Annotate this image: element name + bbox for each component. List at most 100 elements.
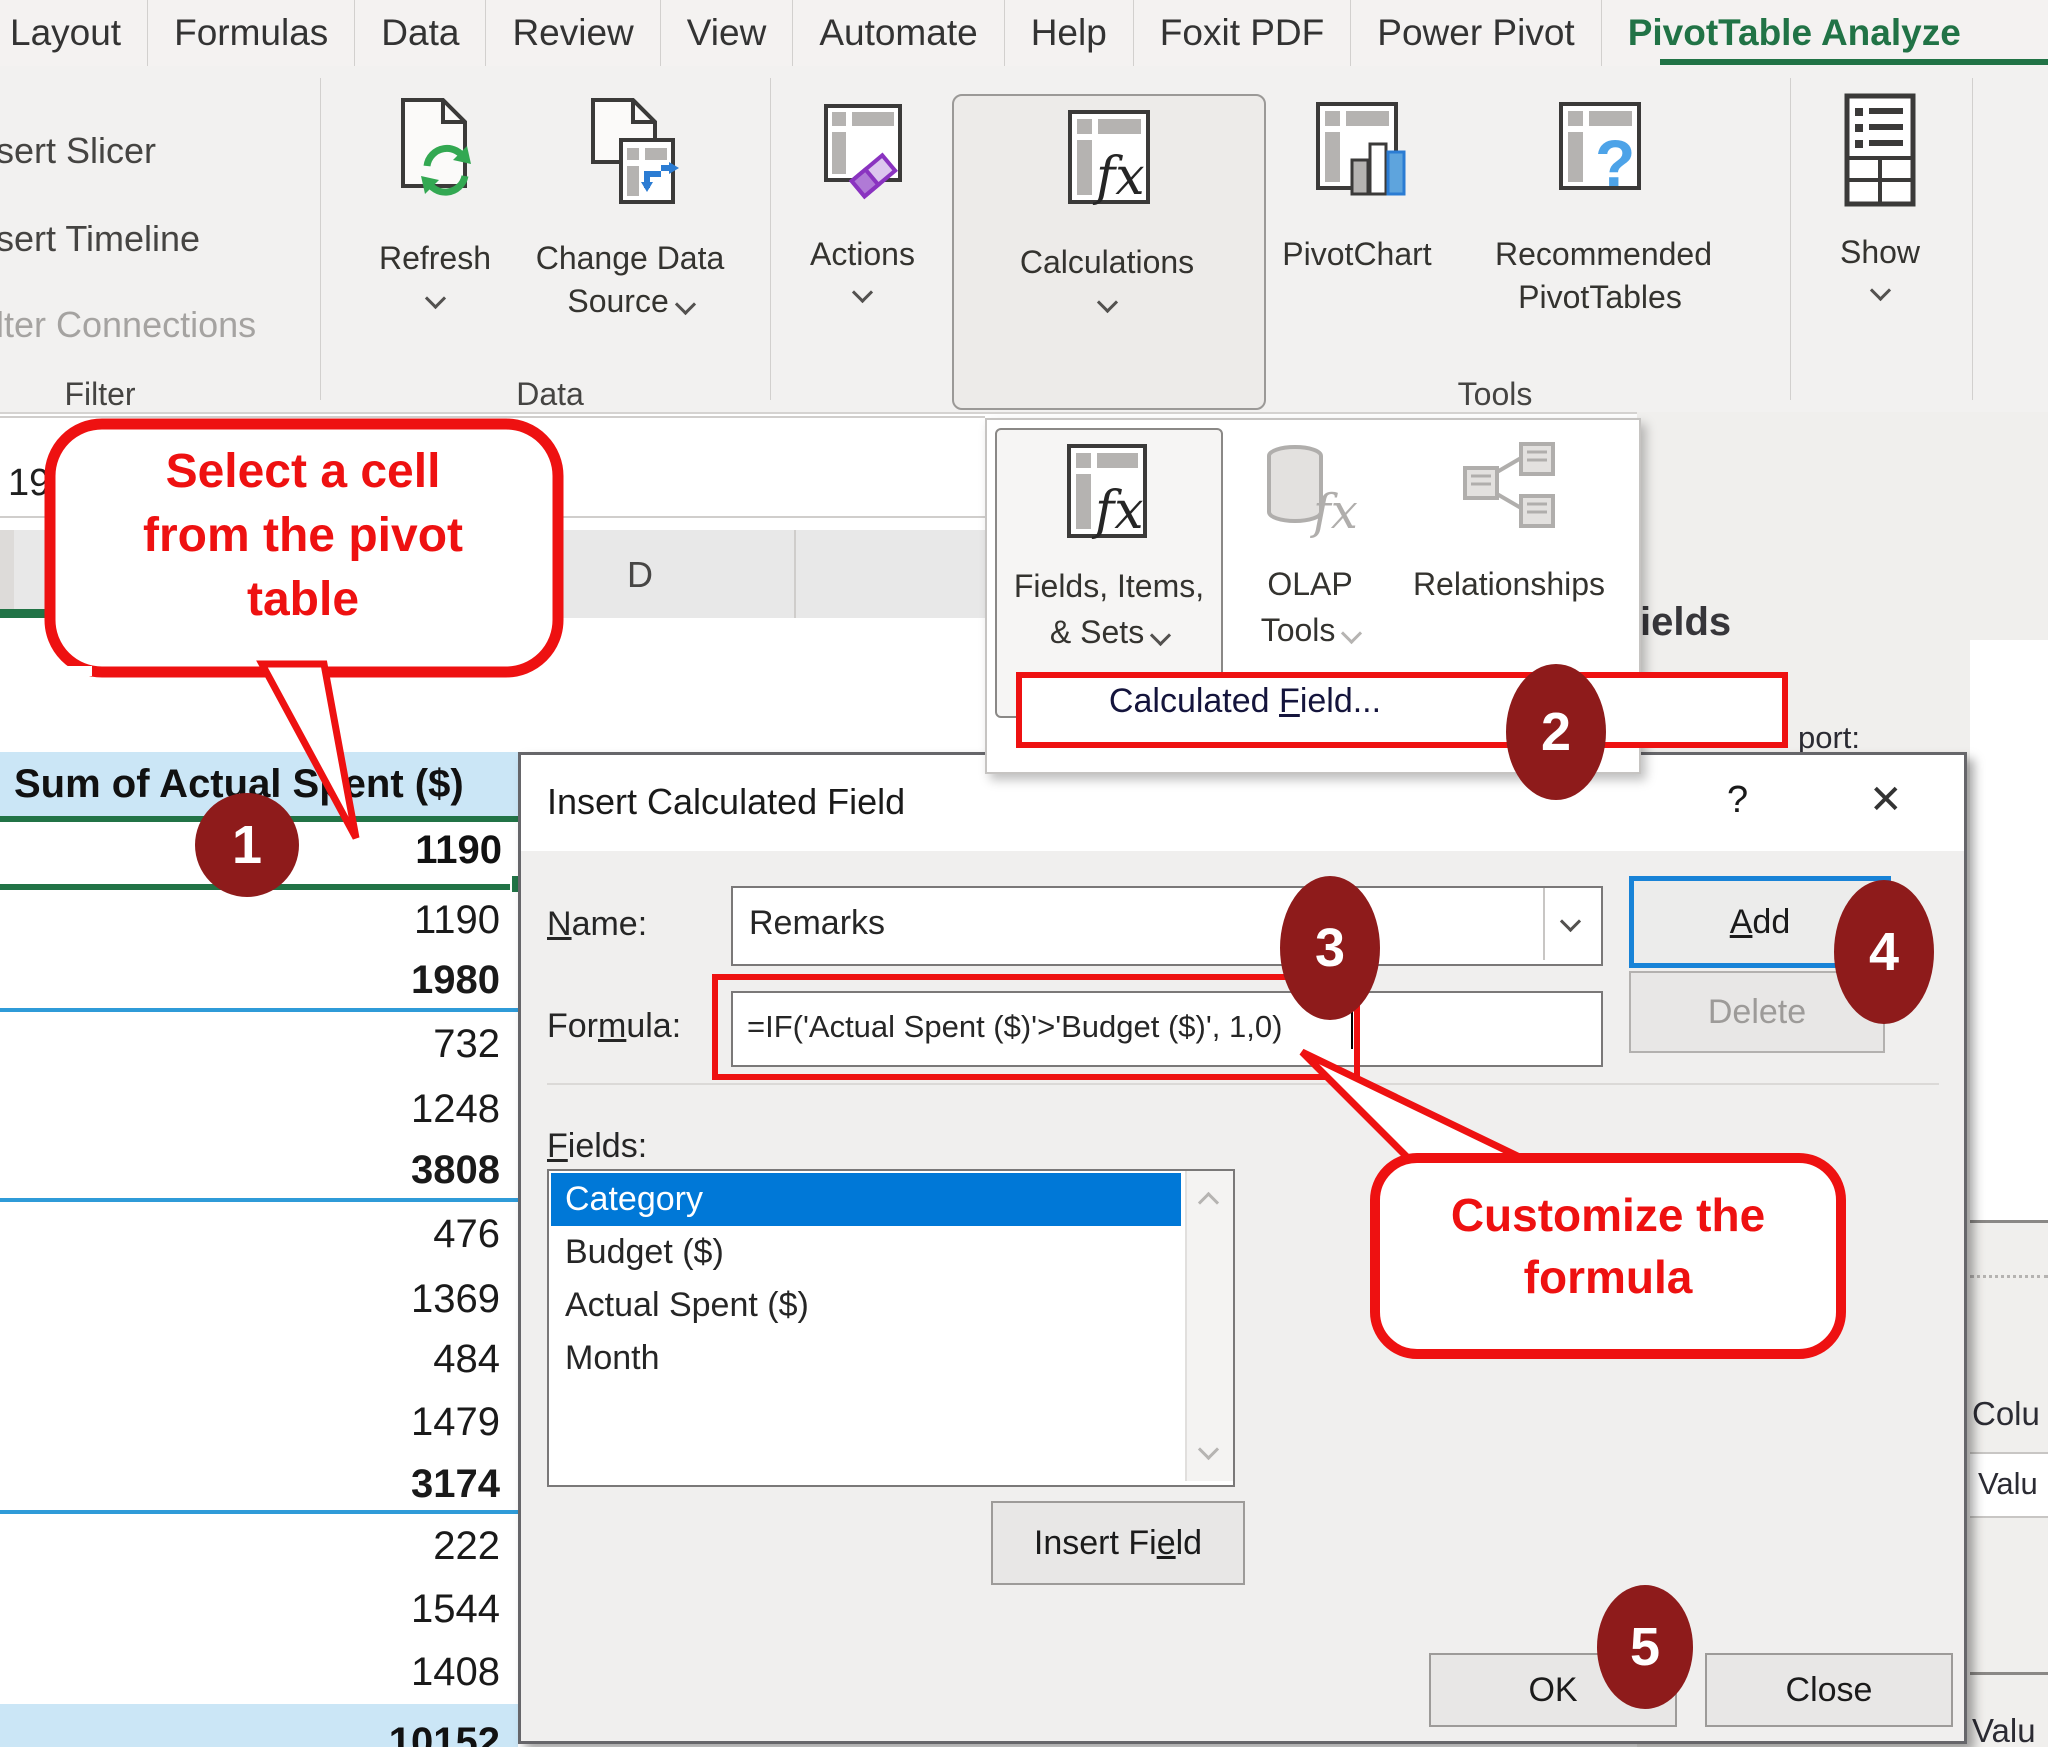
step-badge-2: 2 <box>1506 664 1606 800</box>
formula-input[interactable]: =IF('Actual Spent ($)'>'Budget ($)', 1,0… <box>731 991 1603 1067</box>
pivotchart-icon <box>1316 102 1406 196</box>
name-combobox[interactable]: Remarks <box>731 886 1603 966</box>
insert-field-button[interactable]: Insert Field <box>991 1501 1245 1585</box>
filter-group-label: Filter <box>64 376 136 412</box>
svg-text:?: ? <box>1595 126 1635 200</box>
refresh-icon <box>401 98 471 196</box>
pivot-cell[interactable]: 3174 <box>411 1462 500 1506</box>
refresh-button[interactable]: Refresh <box>355 96 515 311</box>
tab-view[interactable]: View <box>659 0 793 66</box>
tab-review[interactable]: Review <box>485 0 659 66</box>
pivot-cell[interactable]: 3808 <box>411 1148 500 1192</box>
calculated-field-highlight-box <box>1016 672 1788 748</box>
chevron-down-icon <box>851 281 874 304</box>
pivot-cell[interactable]: 1248 <box>411 1087 500 1131</box>
insert-timeline-button[interactable]: sert Timeline <box>0 218 201 259</box>
pivot-cell[interactable]: 484 <box>433 1337 500 1381</box>
chevron-down-icon <box>1096 291 1118 314</box>
chevron-down-icon <box>424 287 446 310</box>
callout-customize-formula <box>1299 1048 1846 1359</box>
pane-title-fragment: ields <box>1640 600 1732 644</box>
svg-text:fx: fx <box>1310 484 1358 540</box>
ribbon-separator <box>320 78 321 400</box>
tab-foxit-pdf[interactable]: Foxit PDF <box>1132 0 1350 66</box>
pivot-cell[interactable]: 1369 <box>411 1277 500 1321</box>
recommended-pivottables-icon: ? <box>1559 102 1641 200</box>
formula-bar-value: 19 <box>8 462 51 504</box>
pivot-cell[interactable]: 732 <box>433 1022 500 1066</box>
fields-items-sets-icon: fx <box>1067 444 1147 541</box>
menu-item-calculated-field[interactable]: Calculated Field... <box>1108 682 1382 720</box>
pivot-grand-total-row[interactable]: 10152 <box>0 1704 518 1747</box>
relationships-icon <box>1463 442 1555 528</box>
callout-select-cell <box>40 418 564 840</box>
dialog-title: Insert Calculated Field <box>547 781 906 822</box>
show-button[interactable]: Show <box>1805 92 1955 303</box>
pivotchart-button[interactable]: PivotChart <box>1282 102 1432 273</box>
pane-values-fragment: Valu <box>1972 1712 2036 1747</box>
close-button[interactable]: Close <box>1705 1653 1953 1727</box>
change-data-source-button[interactable]: Change Data Source <box>535 96 725 320</box>
pane-dotted-divider <box>1970 1275 2048 1278</box>
tab-automate[interactable]: Automate <box>792 0 1003 66</box>
list-item-budget[interactable]: Budget ($) <box>565 1233 724 1271</box>
dialog-help-button[interactable]: ? <box>1727 779 1749 821</box>
ribbon-separator <box>770 78 771 400</box>
list-item-actual-spent[interactable]: Actual Spent ($) <box>565 1286 809 1324</box>
tab-pivottable-analyze[interactable]: PivotTable Analyze <box>1600 0 1987 66</box>
tab-data[interactable]: Data <box>354 0 485 66</box>
step-badge-4: 4 <box>1834 880 1934 1024</box>
olap-tools-icon: fx <box>1267 445 1358 540</box>
pivot-cell[interactable]: 476 <box>433 1212 500 1256</box>
calculations-icon: fx <box>1068 110 1150 207</box>
tab-power-pivot[interactable]: Power Pivot <box>1350 0 1600 66</box>
pivot-cell[interactable]: 222 <box>433 1524 500 1568</box>
svg-text:fx: fx <box>1091 481 1144 541</box>
name-label: Name: <box>547 905 648 943</box>
pane-values-pill[interactable]: Valu <box>1970 1452 2048 1518</box>
pivot-group-separator <box>0 1510 518 1514</box>
chevron-down-icon <box>1559 910 1582 933</box>
tab-help[interactable]: Help <box>1003 0 1133 66</box>
chevron-down-icon <box>1341 622 1363 645</box>
step-badge-5: 5 <box>1597 1585 1693 1709</box>
pane-fieldlist-strip <box>1970 640 2048 1222</box>
step-badge-1: 1 <box>195 793 299 897</box>
formula-highlight-box <box>712 974 1360 1080</box>
olap-tools-button: fx OLAP Tools <box>1235 428 1385 714</box>
dialog-close-icon[interactable]: ✕ <box>1869 778 1903 822</box>
scroll-up-icon[interactable] <box>1197 1191 1220 1214</box>
data-group-label: Data <box>516 376 584 412</box>
pivot-group-separator <box>0 1008 518 1012</box>
pivot-cell[interactable]: 1408 <box>411 1650 500 1694</box>
listbox-scrollbar[interactable] <box>1185 1171 1233 1481</box>
text-cursor <box>1351 1005 1353 1049</box>
formula-label: Formula: <box>547 1007 682 1045</box>
list-item-month[interactable]: Month <box>565 1339 660 1377</box>
scroll-down-icon[interactable] <box>1197 1438 1220 1461</box>
actions-button[interactable]: Actions <box>790 102 935 305</box>
fields-listbox[interactable]: Category Budget ($) Actual Spent ($) Mon… <box>547 1169 1235 1487</box>
pane-report-fragment: port: <box>1798 720 1861 755</box>
column-header-d[interactable]: D <box>627 554 653 595</box>
pivot-cell[interactable]: 1190 <box>413 898 500 942</box>
tab-layout[interactable]: Layout <box>10 12 122 53</box>
calculations-button[interactable]: fx Calculations <box>952 94 1266 410</box>
pivot-cell[interactable]: 1980 <box>411 958 500 1002</box>
recommended-pivottables-button[interactable]: ? Recommended PivotTables <box>1495 102 1712 316</box>
chevron-down-icon <box>1869 279 1891 302</box>
actions-icon <box>824 104 902 200</box>
chevron-down-icon <box>674 293 696 316</box>
selected-column-indicator <box>0 609 48 618</box>
pane-divider <box>1970 1672 2048 1675</box>
tab-formulas[interactable]: Formulas <box>147 0 354 66</box>
insert-slicer-button[interactable]: sert Slicer <box>0 130 157 171</box>
active-tab-underline <box>1660 59 2048 65</box>
pivot-cell[interactable]: 1479 <box>411 1400 500 1444</box>
step-badge-3: 3 <box>1280 876 1380 1020</box>
show-icon <box>1844 93 1916 207</box>
name-dropdown-button[interactable] <box>1543 888 1601 960</box>
pivot-cell[interactable]: 1544 <box>411 1587 500 1631</box>
list-item-category[interactable]: Category <box>551 1173 1181 1226</box>
